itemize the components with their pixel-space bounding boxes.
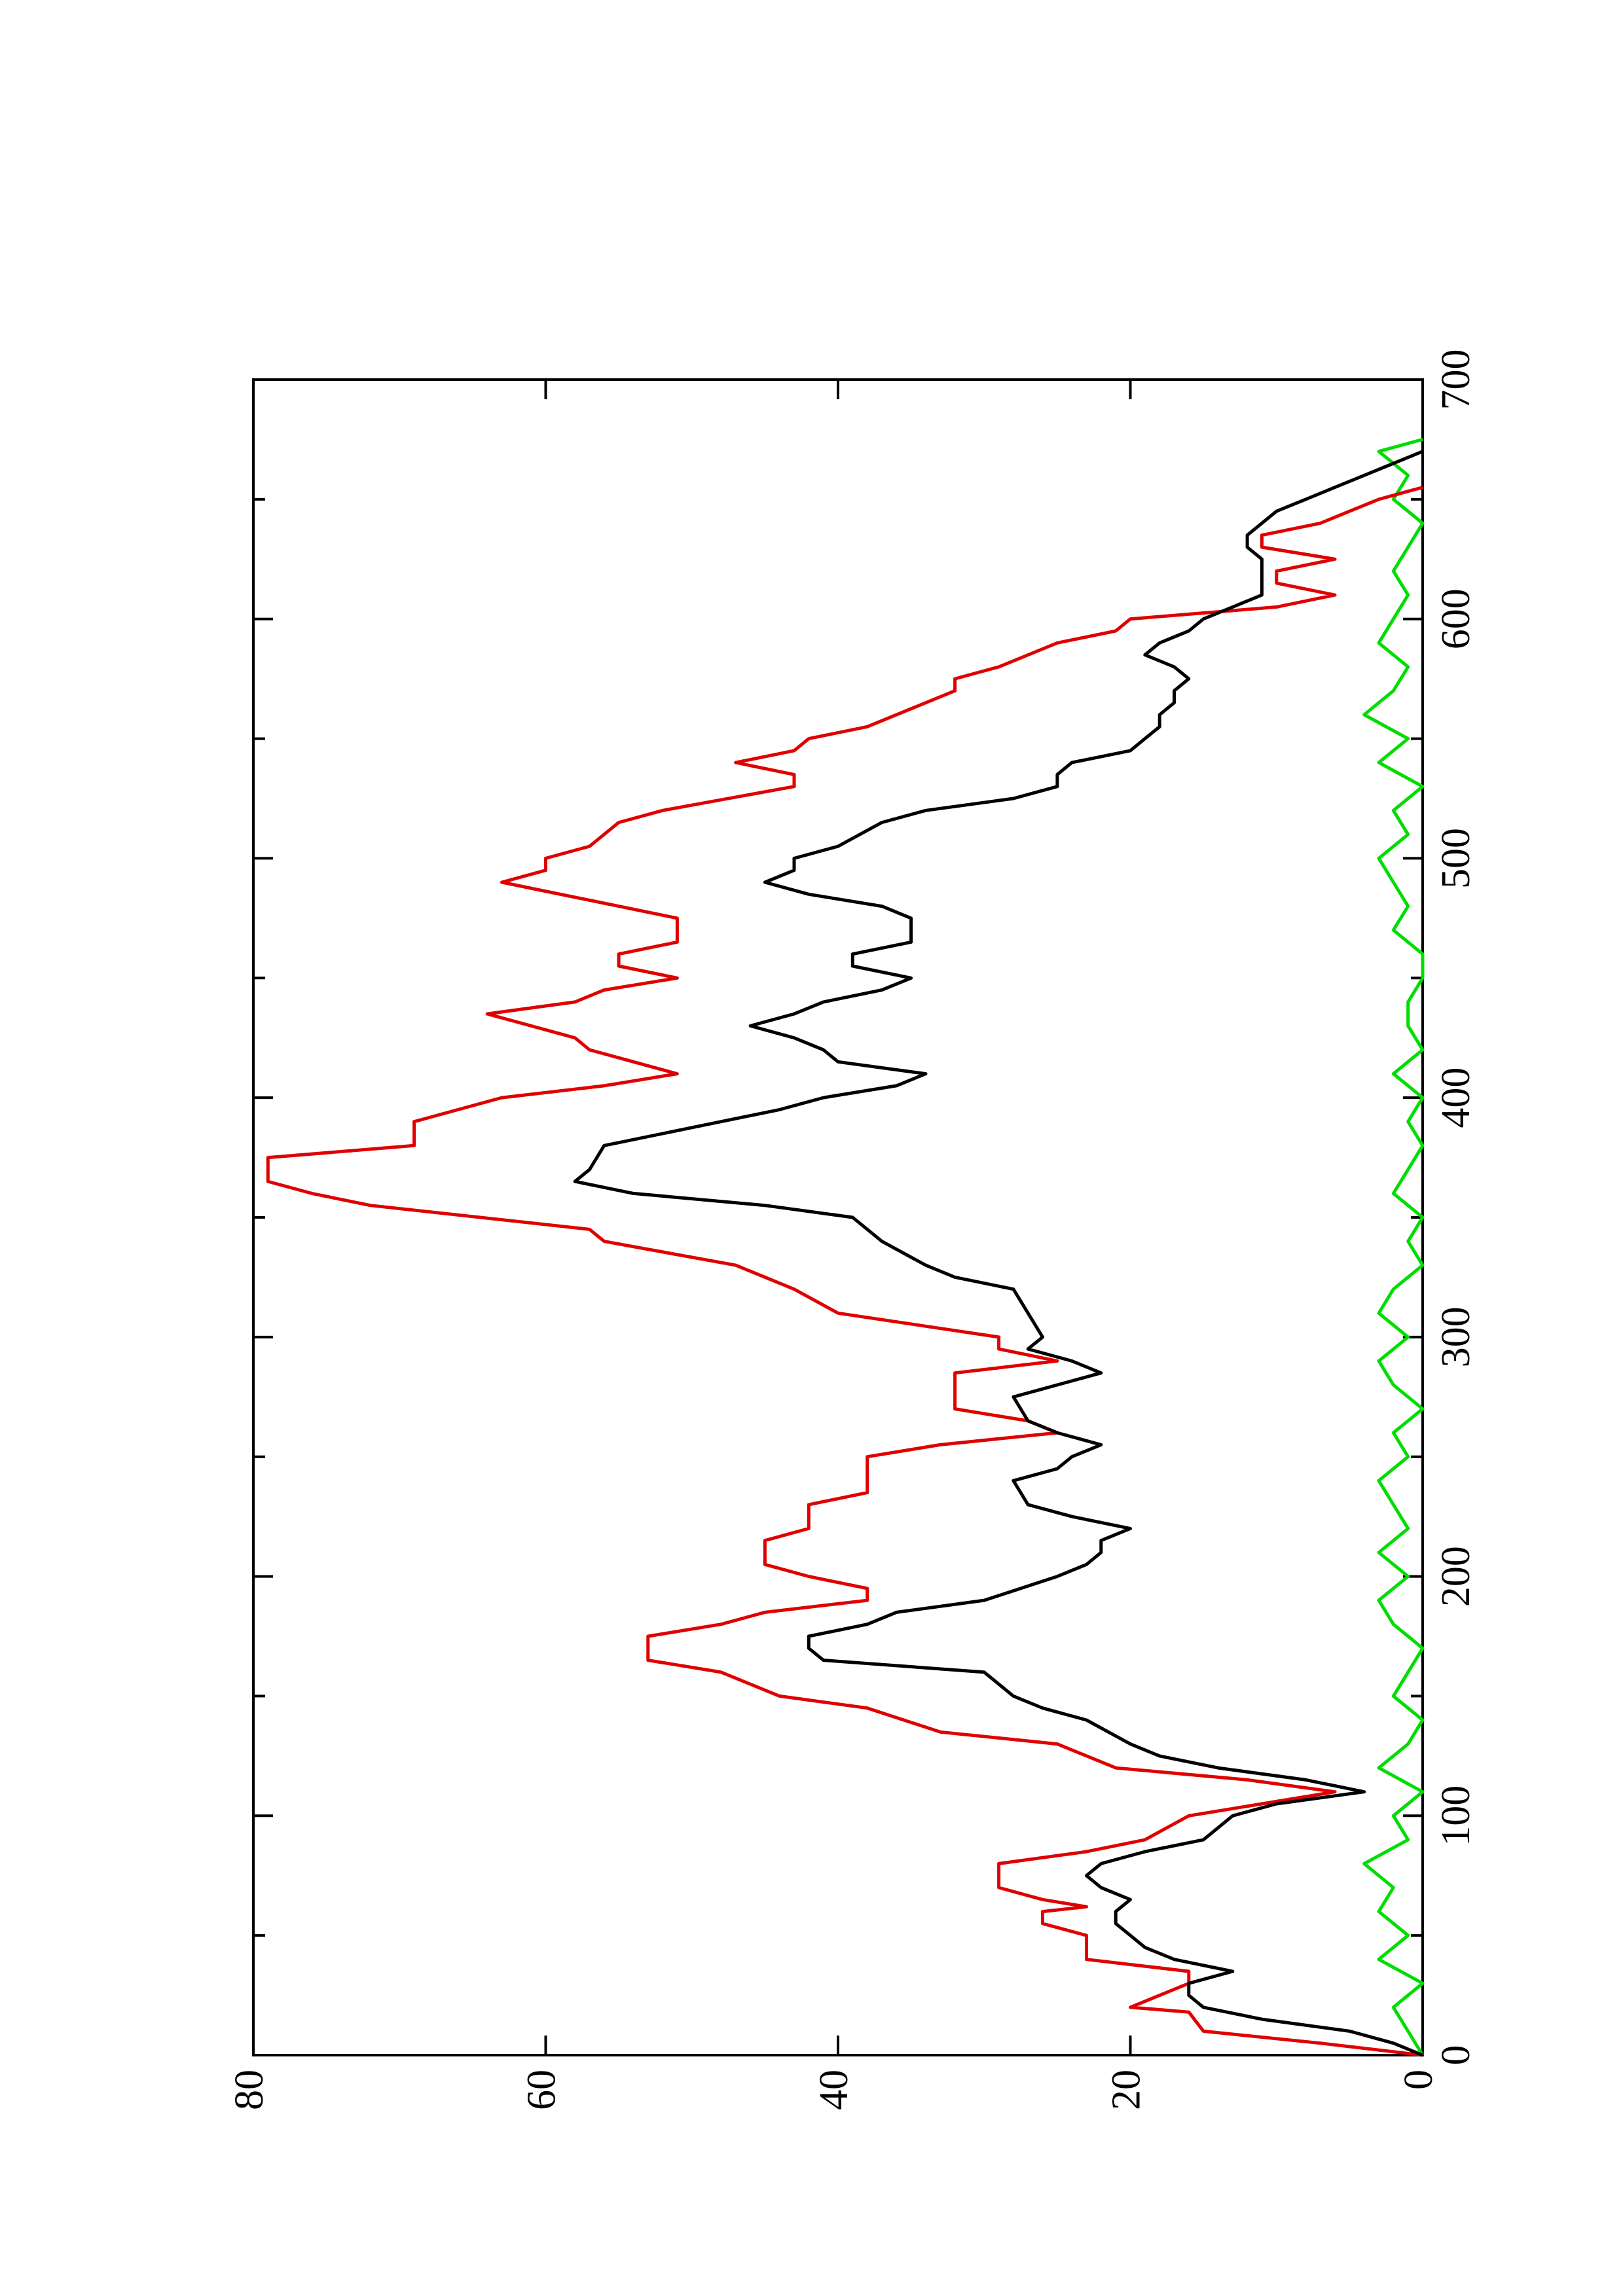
x-tick-label: 600 <box>1434 588 1478 649</box>
y-tick-label: 80 <box>227 2070 272 2110</box>
x-tick-label: 300 <box>1434 1306 1478 1367</box>
x-tick-label: 200 <box>1434 1546 1478 1607</box>
series-line <box>266 486 1423 2057</box>
rotated-plot: 0 100 200 300 400 500 600 700 0 20 40 60 80 <box>227 350 1478 2111</box>
x-tick-label: 100 <box>1434 1785 1478 1846</box>
y-tick-label: 0 <box>1396 2070 1441 2090</box>
series-line <box>1362 437 1425 2056</box>
y-tick-label: 40 <box>812 2070 856 2110</box>
x-tick-label: 500 <box>1434 828 1478 889</box>
y-tick-label: 20 <box>1104 2070 1149 2110</box>
series-line <box>573 450 1423 2057</box>
x-tick-label: 700 <box>1434 350 1478 410</box>
x-tick-label: 0 <box>1434 2045 1478 2066</box>
x-tick-label: 400 <box>1434 1067 1478 1128</box>
y-tick-label: 60 <box>520 2070 564 2110</box>
